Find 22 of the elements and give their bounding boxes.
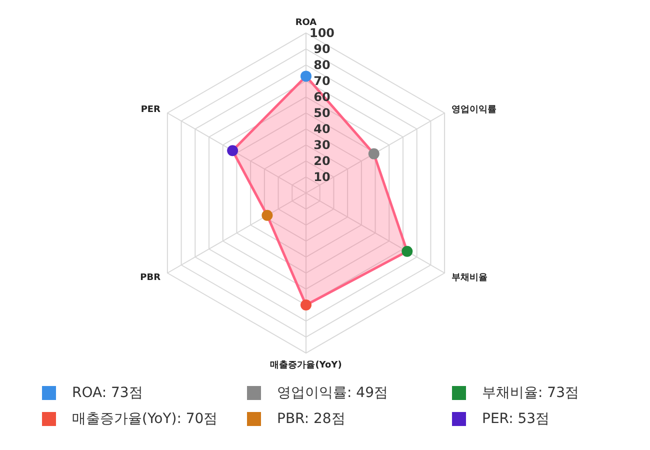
spoke-label: PBR — [140, 273, 161, 284]
spoke-label: ROA — [295, 18, 317, 28]
y-tick-label: 70 — [314, 74, 330, 88]
y-tick-label: 50 — [314, 106, 330, 120]
y-tick-label: 30 — [314, 138, 330, 152]
text: 부채비율: 73점 — [482, 384, 579, 402]
y-tick-label: 40 — [314, 122, 330, 136]
text: ROA: 73점 — [72, 384, 143, 402]
y-tick-label: 20 — [314, 154, 330, 168]
spoke-label: 영업이익률 — [451, 105, 496, 116]
spoke-label: 매출증가율(YoY) — [270, 359, 342, 370]
text: 매출증가율(YoY): 70점 — [72, 410, 218, 428]
spoke-label: PER — [140, 105, 161, 116]
text: 영업이익률: 49점 — [277, 384, 388, 402]
spoke-label: 부채비율 — [451, 273, 488, 284]
y-tick-label: 100 — [309, 26, 335, 40]
text: PER: 53점 — [482, 410, 550, 428]
y-tick-label: 10 — [314, 170, 330, 184]
y-tick-label: 90 — [314, 42, 330, 56]
text: PBR: 28점 — [277, 410, 346, 428]
y-tick-label: 60 — [314, 90, 330, 104]
y-tick-label: 80 — [314, 58, 330, 72]
